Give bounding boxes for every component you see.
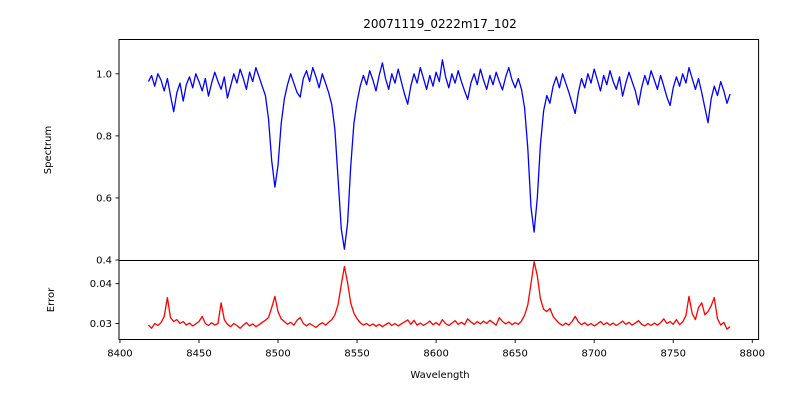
y-tick-label: 0.4: [96, 256, 112, 267]
error-line: [147, 261, 731, 330]
panel-frame: [118, 260, 760, 340]
y-tick-label: 0.6: [96, 193, 112, 204]
x-tick-label: 8550: [344, 349, 369, 360]
x-tick-label: 8500: [265, 349, 290, 360]
spectrum-line: [147, 59, 731, 250]
x-tick-label: 8650: [502, 349, 527, 360]
y-axis-label-spectrum: Spectrum: [43, 126, 54, 174]
x-tick-label: 8400: [107, 349, 132, 360]
y-tick-label: 0.04: [90, 279, 112, 290]
x-tick-label: 8800: [740, 349, 765, 360]
chart-title: 20071119_0222m17_102: [363, 17, 516, 31]
y-tick-label: 1.0: [96, 69, 112, 80]
y-tick-label: 0.03: [90, 319, 112, 330]
x-axis-label: Wavelength: [410, 370, 469, 381]
x-tick-label: 8600: [423, 349, 448, 360]
y-axis-label-error: Error: [46, 287, 57, 312]
plot-area: 1.0 0.8 0.6 0.4 0.04 0.03 8400 8450 8500 8550 8600…: [90, 39, 765, 360]
y-tick-label: 0.8: [96, 131, 112, 142]
x-tick-label: 8750: [661, 349, 686, 360]
x-tick-label: 8700: [581, 349, 606, 360]
x-tick-label: 8450: [186, 349, 211, 360]
